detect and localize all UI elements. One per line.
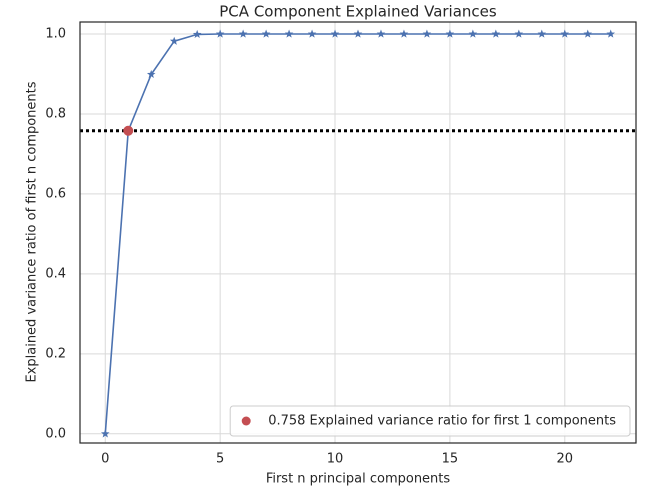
- x-tick-label: 0: [101, 452, 109, 467]
- point-marker: [514, 29, 524, 38]
- x-tick-label: 10: [327, 452, 344, 467]
- point-marker: [169, 36, 179, 45]
- point-marker: [376, 29, 386, 38]
- point-marker: [353, 29, 363, 38]
- point-marker: [284, 29, 294, 38]
- legend-label: 0.758 Explained variance ratio for first…: [268, 414, 616, 429]
- point-marker: [261, 29, 271, 38]
- y-axis-label: Explained variance ratio of first n comp…: [25, 81, 40, 382]
- point-marker: [422, 29, 432, 38]
- point-marker: [146, 69, 156, 79]
- legend: 0.758 Explained variance ratio for first…: [229, 405, 631, 437]
- point-marker: [238, 29, 248, 38]
- point-marker: [192, 29, 202, 39]
- point-marker: [606, 29, 616, 38]
- point-marker: [399, 29, 409, 38]
- point-marker: [491, 29, 501, 38]
- x-tick-label: 15: [442, 452, 459, 467]
- x-tick-label: 20: [557, 452, 574, 467]
- y-tick-label: 0.8: [45, 106, 66, 121]
- y-tick-label: 0.4: [45, 266, 66, 281]
- point-marker: [537, 29, 547, 38]
- chart-title: PCA Component Explained Variances: [219, 3, 497, 21]
- y-tick-label: 1.0: [45, 26, 66, 41]
- point-marker: [330, 29, 340, 38]
- point-marker: [307, 29, 317, 38]
- point-marker: [583, 29, 593, 38]
- x-tick-label: 5: [216, 452, 224, 467]
- y-tick-label: 0.0: [45, 426, 66, 441]
- point-marker: [468, 29, 478, 38]
- y-tick-label: 0.2: [45, 346, 66, 361]
- plot-frame: [79, 21, 637, 444]
- point-marker: [560, 29, 570, 38]
- point-marker: [445, 29, 455, 38]
- legend-marker: [241, 416, 251, 426]
- point-marker: [215, 29, 225, 38]
- legend-box: [229, 405, 631, 437]
- x-axis-label: First n principal components: [266, 472, 451, 487]
- point-marker: [100, 429, 110, 438]
- point-marker: [123, 125, 134, 136]
- y-tick-label: 0.6: [45, 186, 66, 201]
